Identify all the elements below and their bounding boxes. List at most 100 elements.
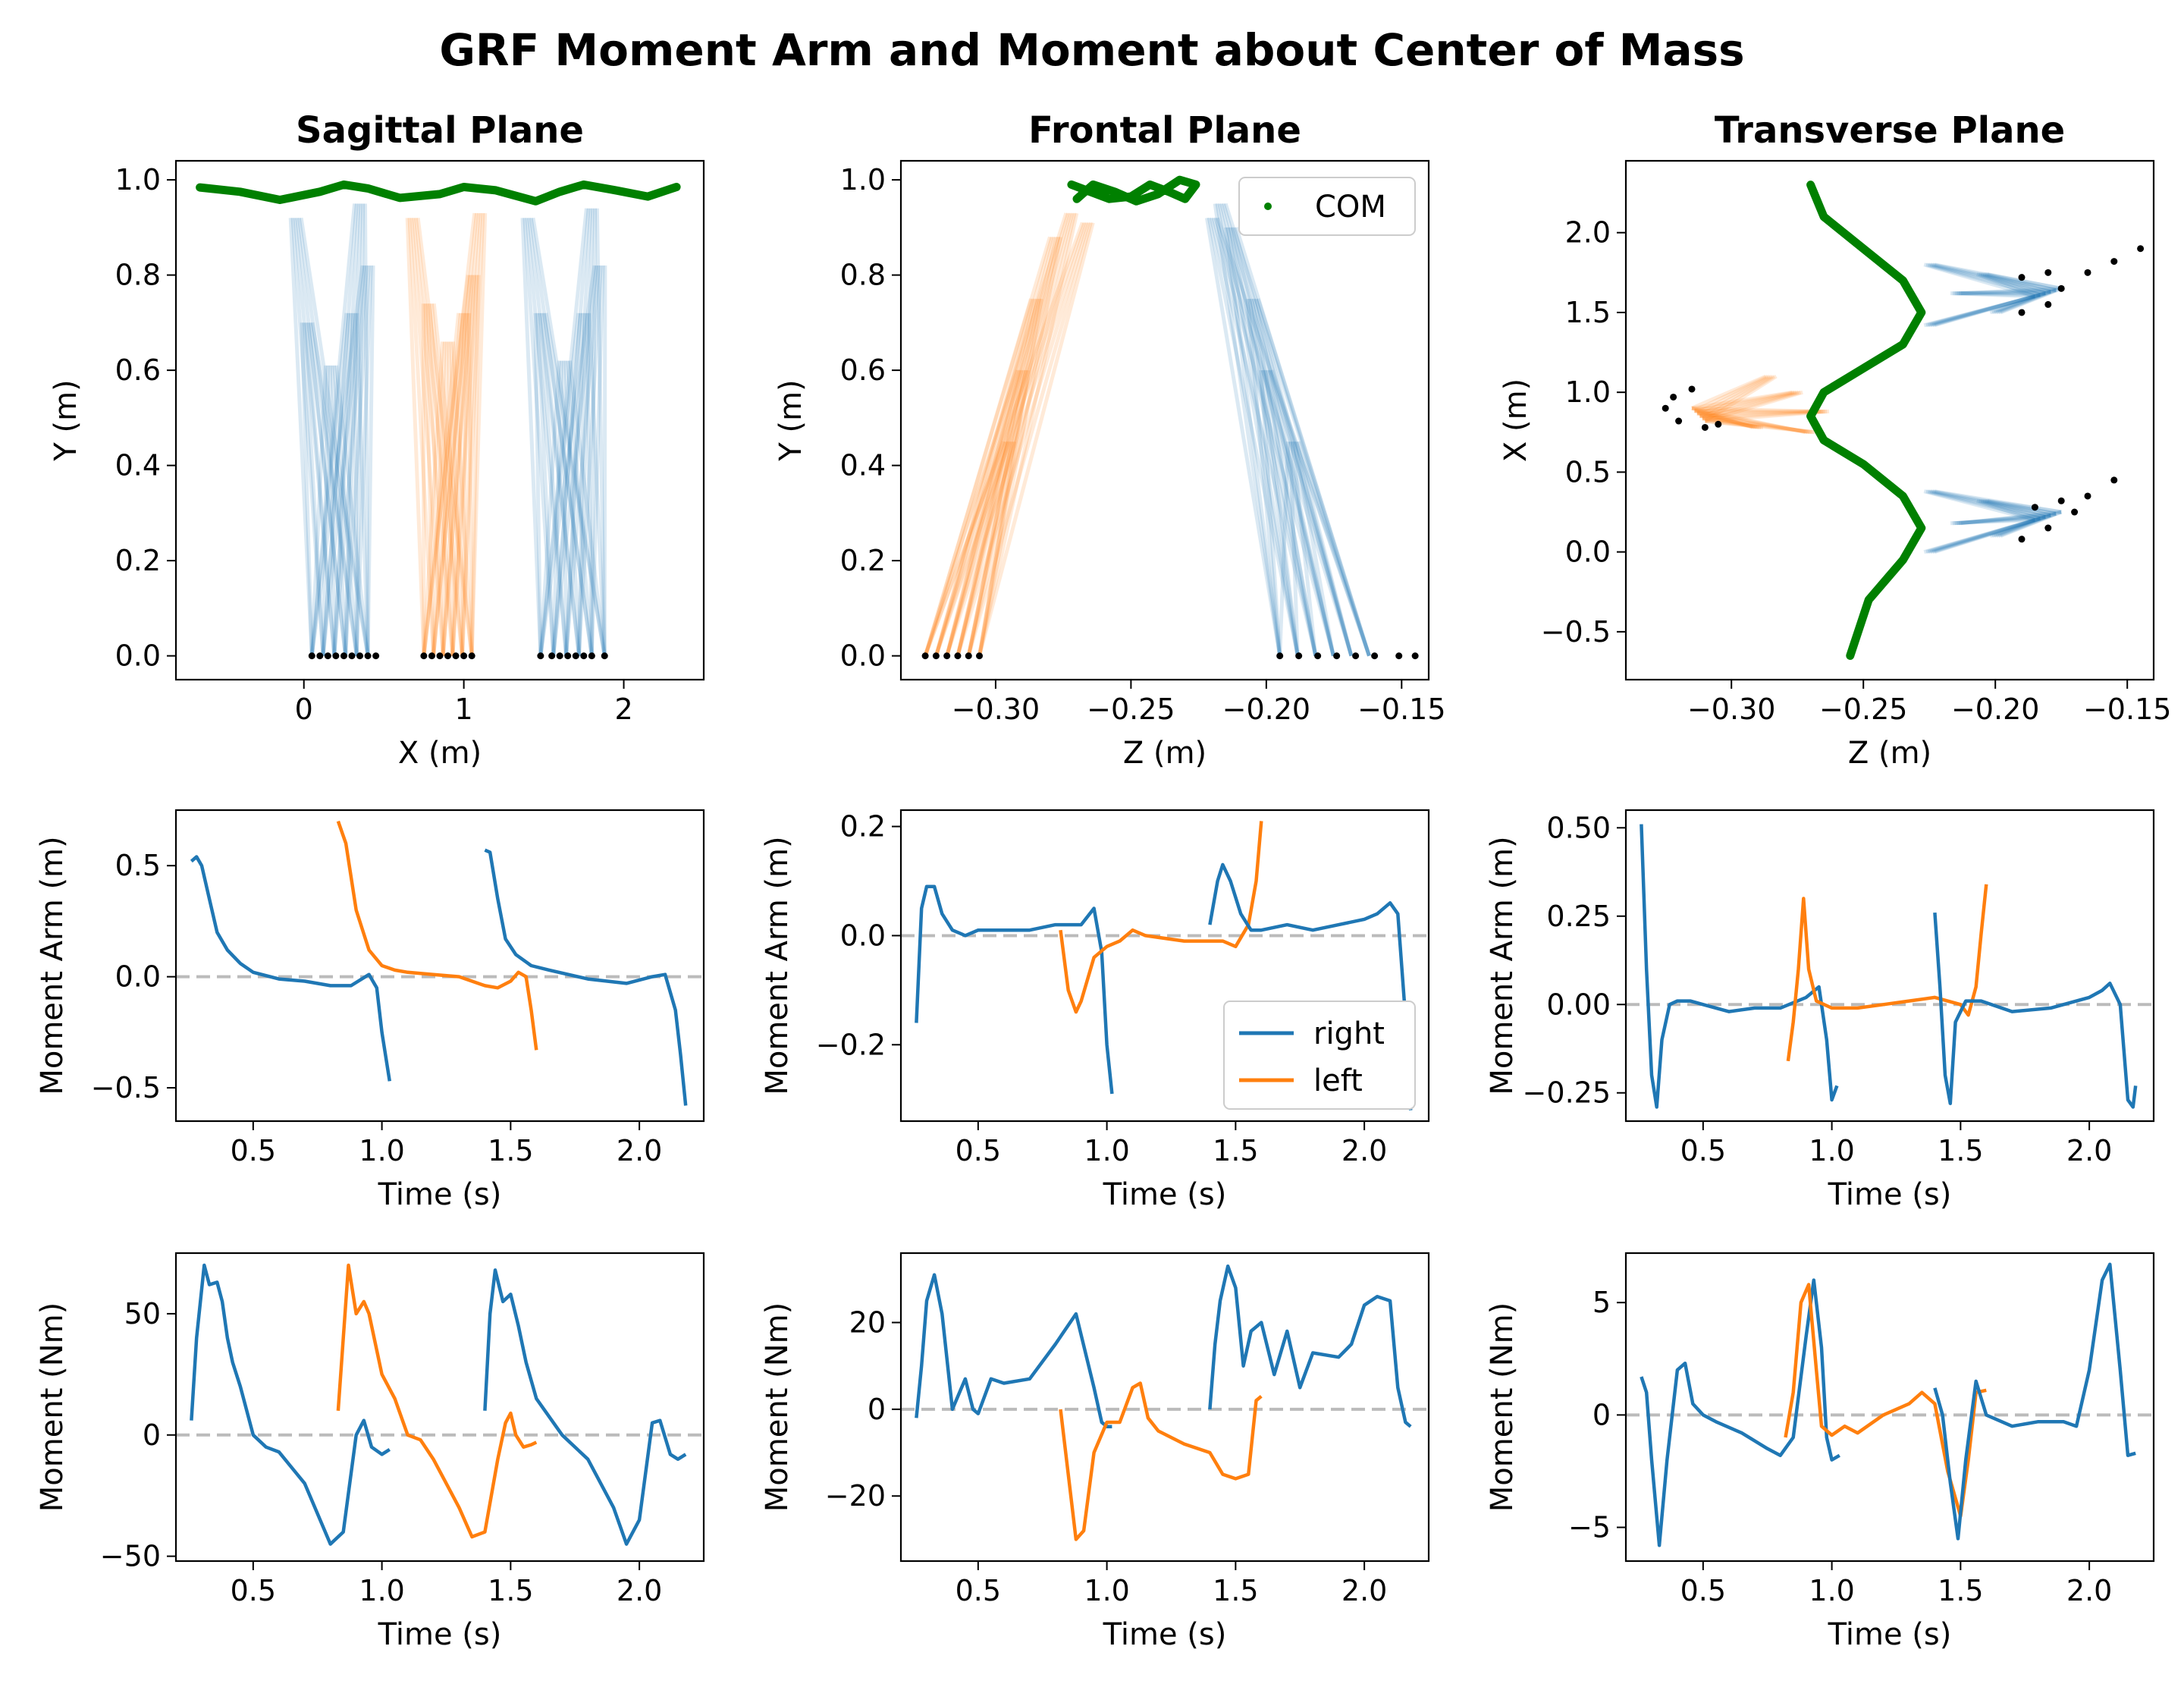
grf-vector [945, 369, 1024, 657]
grf-vector [956, 221, 1091, 657]
y-tick-label: 0.5 [1565, 455, 1611, 489]
x-tick-label: 2 [614, 693, 632, 726]
grf-vector [564, 208, 593, 656]
y-tick-label: −0.2 [816, 1028, 886, 1061]
cop-point [444, 652, 452, 660]
grf-vector [966, 212, 1077, 657]
grf-vector [945, 441, 1010, 657]
grf-vector [1254, 298, 1354, 657]
cop-point [1662, 404, 1669, 412]
x-tick-label: −0.25 [1087, 693, 1175, 726]
grf-vector [1978, 272, 2041, 297]
grf-vector [923, 369, 1020, 657]
panel-moment-frontal: 0.5 1.0 1.5 2.0 −20 0 20 Time (s) Moment (Nm) [760, 1252, 1430, 1652]
axes-frame [1624, 809, 2155, 1123]
series-line-right [1933, 912, 2138, 1109]
grf-vector [1696, 411, 1758, 429]
x-axis-label: Time (s) [378, 1617, 502, 1652]
grf-vector [977, 298, 1043, 657]
com-point [1073, 195, 1081, 203]
grf-vector [413, 218, 465, 656]
figure-title: GRF Moment Arm and Moment about Center o… [439, 24, 1744, 76]
x-axis-label: Time (s) [1103, 1617, 1227, 1652]
com-point [1899, 276, 1907, 284]
grf-vector [1211, 217, 1335, 657]
cop-point [921, 652, 929, 660]
com-point [1105, 195, 1113, 203]
x-axis-label: Time (s) [378, 1177, 502, 1212]
grf-vector [1696, 374, 1771, 416]
grf-vector [1702, 390, 1802, 421]
grf-vector [551, 313, 583, 656]
plot-area [901, 1264, 1429, 1541]
grf-vector [447, 341, 455, 656]
grf-vector [1207, 217, 1300, 657]
grf-vector [1987, 272, 2062, 291]
plot-area [1662, 181, 2145, 660]
y-tick-label: 0.5 [115, 849, 161, 882]
y-tick-label: 0.6 [115, 353, 161, 387]
series-line-right [484, 848, 688, 1106]
com-point [1806, 412, 1815, 420]
panel-title: Frontal Plane [1028, 109, 1301, 152]
cop-point [965, 652, 972, 660]
cop-point [1352, 652, 1360, 660]
com-point [1899, 556, 1907, 564]
grf-vector [412, 218, 455, 656]
x-tick-label: 2.0 [2066, 1574, 2112, 1607]
grf-vector [956, 236, 1059, 657]
grf-vector [1931, 288, 2057, 328]
grf-vector [366, 265, 375, 656]
com-point [673, 183, 681, 191]
grf-vector [529, 217, 594, 656]
grf-vector [956, 212, 1075, 657]
grf-vector [520, 218, 543, 656]
grf-vector [2000, 287, 2063, 315]
grf-vector [1245, 298, 1282, 656]
x-tick-label: 0.5 [956, 1574, 1001, 1607]
grf-vector [1958, 511, 2057, 526]
com-point [1859, 364, 1868, 372]
y-tick-label: 5 [1592, 1286, 1611, 1319]
grf-vector [309, 313, 349, 656]
grf-vector [1930, 489, 2051, 517]
y-tick-label: 1.0 [840, 163, 886, 196]
grf-vector [1928, 291, 2046, 328]
series-line-right [190, 855, 392, 1082]
grf-vector [538, 265, 597, 656]
grf-vector [431, 313, 463, 656]
y-axis-label: Moment (Nm) [35, 1302, 70, 1512]
cop-point [372, 652, 380, 660]
grf-vector [1297, 441, 1371, 657]
grf-vector [1991, 517, 2041, 538]
grf-vector [1691, 406, 1806, 435]
x-tick-label: −0.20 [1222, 693, 1310, 726]
cop-point [564, 652, 572, 660]
grf-vector [1699, 413, 1812, 435]
com-point [196, 184, 204, 192]
grf-vector [1694, 409, 1821, 413]
com-point [1806, 181, 1815, 189]
grf-vector [1265, 369, 1335, 657]
x-tick-label: −0.15 [1357, 693, 1445, 726]
grf-vector [533, 313, 543, 656]
grf-vector [344, 313, 355, 656]
grf-vector [431, 341, 447, 656]
grf-vector [310, 322, 370, 657]
grf-vector [1705, 419, 1764, 429]
grf-vector [522, 218, 556, 656]
com-trajectory [196, 180, 681, 206]
grf-vector [1931, 511, 2057, 554]
grf-vector [1934, 510, 2062, 554]
y-tick-label: 1.0 [1565, 375, 1611, 409]
grf-vector [945, 221, 1089, 657]
cop-point [2137, 245, 2145, 253]
grf-vector [1929, 290, 2051, 328]
grf-vector [429, 303, 465, 656]
grf-vector [1694, 409, 1808, 435]
grf-vector [1294, 441, 1354, 657]
grf-vector [306, 322, 348, 656]
x-tick-label: 2.0 [1341, 1574, 1387, 1607]
plot-area [176, 820, 704, 1106]
x-axis-label: Z (m) [1848, 736, 1931, 771]
